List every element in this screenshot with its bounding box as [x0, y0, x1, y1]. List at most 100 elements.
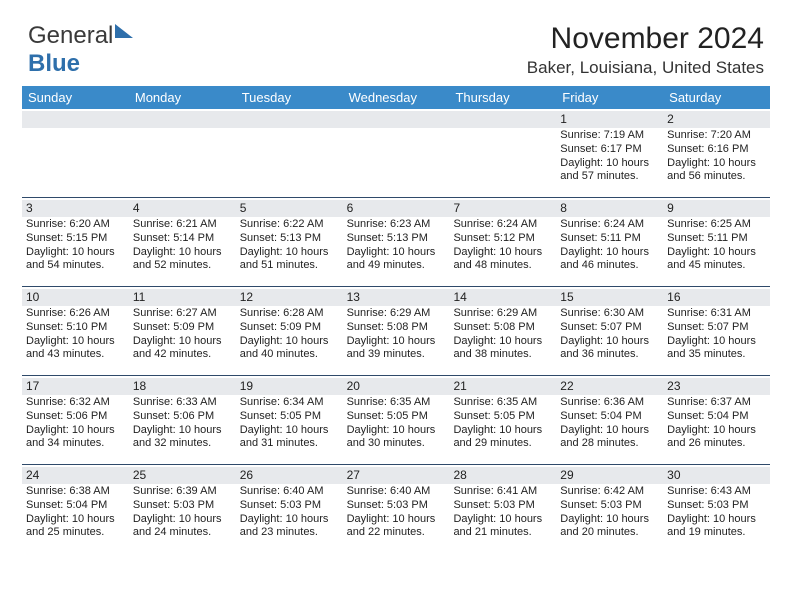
day-cell: 7Sunrise: 6:24 AMSunset: 5:12 PMDaylight… [449, 198, 556, 286]
sunset-text: Sunset: 5:09 PM [133, 321, 232, 335]
day-number [129, 111, 236, 128]
day-cell: 19Sunrise: 6:34 AMSunset: 5:05 PMDayligh… [236, 376, 343, 464]
sunrise-text: Sunrise: 6:23 AM [347, 218, 446, 232]
sunset-text: Sunset: 5:15 PM [26, 232, 125, 246]
day-number: 15 [556, 289, 663, 306]
sunrise-text: Sunrise: 7:19 AM [560, 129, 659, 143]
day-cell: 26Sunrise: 6:40 AMSunset: 5:03 PMDayligh… [236, 465, 343, 553]
day-number: 10 [22, 289, 129, 306]
daylight-text: Daylight: 10 hours and 52 minutes. [133, 246, 232, 274]
logo-triangle-icon [115, 24, 133, 38]
day-number: 24 [22, 467, 129, 484]
day-number: 20 [343, 378, 450, 395]
day-number: 3 [22, 200, 129, 217]
day-number: 2 [663, 111, 770, 128]
daylight-text: Daylight: 10 hours and 24 minutes. [133, 513, 232, 541]
week-row: 1Sunrise: 7:19 AMSunset: 6:17 PMDaylight… [22, 109, 770, 197]
sunset-text: Sunset: 5:08 PM [453, 321, 552, 335]
day-number: 22 [556, 378, 663, 395]
calendar: Sunday Monday Tuesday Wednesday Thursday… [22, 86, 770, 553]
day-cell: 6Sunrise: 6:23 AMSunset: 5:13 PMDaylight… [343, 198, 450, 286]
sunrise-text: Sunrise: 6:30 AM [560, 307, 659, 321]
daylight-text: Daylight: 10 hours and 34 minutes. [26, 424, 125, 452]
day-number: 13 [343, 289, 450, 306]
sunset-text: Sunset: 5:03 PM [667, 499, 766, 513]
day-cell: 11Sunrise: 6:27 AMSunset: 5:09 PMDayligh… [129, 287, 236, 375]
sunrise-text: Sunrise: 6:20 AM [26, 218, 125, 232]
week-row: 17Sunrise: 6:32 AMSunset: 5:06 PMDayligh… [22, 375, 770, 464]
day-number: 30 [663, 467, 770, 484]
day-cell: 15Sunrise: 6:30 AMSunset: 5:07 PMDayligh… [556, 287, 663, 375]
day-number: 8 [556, 200, 663, 217]
sunrise-text: Sunrise: 6:40 AM [240, 485, 339, 499]
daylight-text: Daylight: 10 hours and 26 minutes. [667, 424, 766, 452]
sunset-text: Sunset: 5:05 PM [347, 410, 446, 424]
daylight-text: Daylight: 10 hours and 57 minutes. [560, 157, 659, 185]
sunset-text: Sunset: 5:11 PM [560, 232, 659, 246]
day-number: 25 [129, 467, 236, 484]
day-cell: 3Sunrise: 6:20 AMSunset: 5:15 PMDaylight… [22, 198, 129, 286]
sunrise-text: Sunrise: 6:43 AM [667, 485, 766, 499]
day-number [236, 111, 343, 128]
daylight-text: Daylight: 10 hours and 38 minutes. [453, 335, 552, 363]
day-number: 21 [449, 378, 556, 395]
sunset-text: Sunset: 5:04 PM [667, 410, 766, 424]
sunset-text: Sunset: 5:13 PM [347, 232, 446, 246]
day-cell: 5Sunrise: 6:22 AMSunset: 5:13 PMDaylight… [236, 198, 343, 286]
daylight-text: Daylight: 10 hours and 40 minutes. [240, 335, 339, 363]
daylight-text: Daylight: 10 hours and 28 minutes. [560, 424, 659, 452]
day-cell: 16Sunrise: 6:31 AMSunset: 5:07 PMDayligh… [663, 287, 770, 375]
day-cell: 2Sunrise: 7:20 AMSunset: 6:16 PMDaylight… [663, 109, 770, 197]
sunset-text: Sunset: 5:03 PM [240, 499, 339, 513]
day-header-row: Sunday Monday Tuesday Wednesday Thursday… [22, 86, 770, 109]
sunset-text: Sunset: 5:05 PM [240, 410, 339, 424]
sunrise-text: Sunrise: 6:27 AM [133, 307, 232, 321]
daylight-text: Daylight: 10 hours and 36 minutes. [560, 335, 659, 363]
day-cell: 17Sunrise: 6:32 AMSunset: 5:06 PMDayligh… [22, 376, 129, 464]
sunset-text: Sunset: 5:11 PM [667, 232, 766, 246]
daylight-text: Daylight: 10 hours and 54 minutes. [26, 246, 125, 274]
day-cell: 12Sunrise: 6:28 AMSunset: 5:09 PMDayligh… [236, 287, 343, 375]
day-cell: 14Sunrise: 6:29 AMSunset: 5:08 PMDayligh… [449, 287, 556, 375]
daylight-text: Daylight: 10 hours and 32 minutes. [133, 424, 232, 452]
daylight-text: Daylight: 10 hours and 29 minutes. [453, 424, 552, 452]
day-number: 9 [663, 200, 770, 217]
week-row: 3Sunrise: 6:20 AMSunset: 5:15 PMDaylight… [22, 197, 770, 286]
sunset-text: Sunset: 5:03 PM [347, 499, 446, 513]
sunrise-text: Sunrise: 6:29 AM [453, 307, 552, 321]
daylight-text: Daylight: 10 hours and 51 minutes. [240, 246, 339, 274]
day-cell: 28Sunrise: 6:41 AMSunset: 5:03 PMDayligh… [449, 465, 556, 553]
day-cell: 13Sunrise: 6:29 AMSunset: 5:08 PMDayligh… [343, 287, 450, 375]
daylight-text: Daylight: 10 hours and 45 minutes. [667, 246, 766, 274]
sunrise-text: Sunrise: 6:26 AM [26, 307, 125, 321]
daylight-text: Daylight: 10 hours and 23 minutes. [240, 513, 339, 541]
day-number: 5 [236, 200, 343, 217]
day-cell: 23Sunrise: 6:37 AMSunset: 5:04 PMDayligh… [663, 376, 770, 464]
sunset-text: Sunset: 5:03 PM [453, 499, 552, 513]
sunrise-text: Sunrise: 6:31 AM [667, 307, 766, 321]
daylight-text: Daylight: 10 hours and 35 minutes. [667, 335, 766, 363]
day-cell: 20Sunrise: 6:35 AMSunset: 5:05 PMDayligh… [343, 376, 450, 464]
sunset-text: Sunset: 5:10 PM [26, 321, 125, 335]
day-number: 26 [236, 467, 343, 484]
sunset-text: Sunset: 5:04 PM [26, 499, 125, 513]
sunset-text: Sunset: 6:17 PM [560, 143, 659, 157]
daylight-text: Daylight: 10 hours and 20 minutes. [560, 513, 659, 541]
sunset-text: Sunset: 5:03 PM [133, 499, 232, 513]
day-cell: 24Sunrise: 6:38 AMSunset: 5:04 PMDayligh… [22, 465, 129, 553]
daylight-text: Daylight: 10 hours and 21 minutes. [453, 513, 552, 541]
day-header: Saturday [663, 86, 770, 109]
day-number: 1 [556, 111, 663, 128]
day-number: 19 [236, 378, 343, 395]
sunset-text: Sunset: 5:04 PM [560, 410, 659, 424]
day-cell: 10Sunrise: 6:26 AMSunset: 5:10 PMDayligh… [22, 287, 129, 375]
daylight-text: Daylight: 10 hours and 22 minutes. [347, 513, 446, 541]
day-cell: 29Sunrise: 6:42 AMSunset: 5:03 PMDayligh… [556, 465, 663, 553]
daylight-text: Daylight: 10 hours and 46 minutes. [560, 246, 659, 274]
sunrise-text: Sunrise: 6:40 AM [347, 485, 446, 499]
daylight-text: Daylight: 10 hours and 49 minutes. [347, 246, 446, 274]
daylight-text: Daylight: 10 hours and 42 minutes. [133, 335, 232, 363]
sunset-text: Sunset: 5:06 PM [133, 410, 232, 424]
sunrise-text: Sunrise: 6:25 AM [667, 218, 766, 232]
daylight-text: Daylight: 10 hours and 30 minutes. [347, 424, 446, 452]
